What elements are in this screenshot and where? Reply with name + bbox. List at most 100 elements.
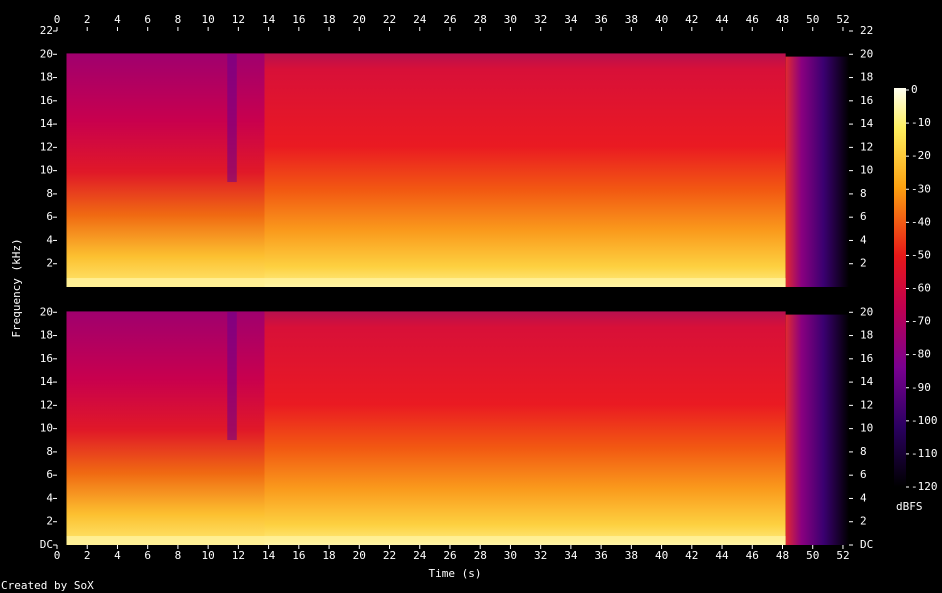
spectrum-tail	[785, 56, 849, 287]
colorbar-label: dBFS	[896, 500, 923, 513]
x-tick-label: 32	[534, 549, 547, 562]
colorbar-tick-label: -30	[911, 182, 931, 195]
x-tick-label: 24	[413, 549, 427, 562]
y-tick-label: 14	[40, 375, 54, 388]
x-tick-label: 50	[806, 549, 819, 562]
x-tick-label: 32	[534, 13, 547, 26]
x-tick-label: 30	[504, 549, 517, 562]
y-tick-label-right: 4	[860, 491, 867, 504]
y-tick-label-right: 20	[860, 47, 873, 60]
x-tick-label: 28	[474, 549, 487, 562]
x-tick-label: 4	[114, 13, 121, 26]
y-tick-label-right: 10	[860, 164, 873, 177]
spectrum-lowband	[66, 278, 786, 287]
x-tick-label: 44	[715, 13, 729, 26]
y-tick-label-right: 18	[860, 329, 873, 342]
x-tick-label: 44	[715, 549, 729, 562]
x-tick-label: 34	[564, 13, 578, 26]
x-tick-label: 40	[655, 549, 668, 562]
y-tick-label-right: 18	[860, 71, 873, 84]
colorbar-tick-label: -100	[911, 414, 938, 427]
x-tick-label: 6	[144, 549, 151, 562]
y-tick-label: 20	[40, 305, 53, 318]
y-tick-label: 8	[46, 445, 53, 458]
x-tick-label: 6	[144, 13, 151, 26]
colorbar-tick-label: -110	[911, 447, 938, 460]
y-tick-label: 18	[40, 71, 53, 84]
y-tick-label-right: 22	[860, 24, 873, 37]
colorbar-tick-label: -20	[911, 149, 931, 162]
x-tick-label: 52	[836, 13, 849, 26]
y-tick-label-right: DC	[860, 538, 873, 551]
y-tick-label: 10	[40, 422, 53, 435]
y-tick-label: 8	[46, 187, 53, 200]
x-tick-label: 16	[292, 13, 305, 26]
x-tick-label: 48	[776, 13, 789, 26]
colorbar-tick-label: -60	[911, 282, 931, 295]
x-tick-label: 0	[54, 13, 61, 26]
x-tick-label: 18	[322, 549, 335, 562]
y-tick-label: 16	[40, 352, 53, 365]
y-tick-label-right: 16	[860, 94, 873, 107]
y-tick-label-right: 6	[860, 210, 867, 223]
x-tick-label: 36	[594, 13, 607, 26]
y-tick-label-right: 2	[860, 257, 867, 270]
spectrum-tail	[785, 314, 849, 545]
x-tick-label: 38	[625, 549, 638, 562]
spectrum-band	[227, 312, 237, 441]
colorbar-tick-label: -40	[911, 215, 931, 228]
x-tick-label: 4	[114, 549, 121, 562]
colorbar-tick-label: -50	[911, 248, 931, 261]
x-tick-label: 42	[685, 549, 698, 562]
colorbar-tick-label: -90	[911, 381, 931, 394]
x-tick-label: 46	[746, 549, 759, 562]
y-tick-label: 14	[40, 117, 54, 130]
credit: Created by SoX	[1, 579, 94, 592]
x-tick-label: 36	[594, 549, 607, 562]
y-tick-label: 16	[40, 94, 53, 107]
y-tick-label-right: 4	[860, 233, 867, 246]
y-tick-label: 10	[40, 164, 53, 177]
x-tick-label: 8	[175, 13, 182, 26]
y-tick-label-right: 12	[860, 398, 873, 411]
x-tick-label: 26	[443, 549, 456, 562]
y-tick-label: 4	[46, 233, 53, 246]
x-tick-label: 10	[202, 549, 215, 562]
y-tick-label: 6	[46, 210, 53, 223]
x-tick-label: 26	[443, 13, 456, 26]
spectrum-lowband	[66, 536, 786, 545]
x-tick-label: 48	[776, 549, 789, 562]
x-tick-label: 8	[175, 549, 182, 562]
x-tick-label: 18	[322, 13, 335, 26]
x-tick-label: 0	[54, 549, 61, 562]
y-tick-label-right: 8	[860, 187, 867, 200]
x-tick-label: 38	[625, 13, 638, 26]
colorbar-tick-label: -70	[911, 315, 931, 328]
x-tick-label: 34	[564, 549, 578, 562]
x-tick-label: 14	[262, 549, 276, 562]
y-tick-label: DC	[40, 538, 53, 551]
spectrogram-panels	[57, 31, 849, 545]
x-tick-label: 10	[202, 13, 215, 26]
x-tick-label: 40	[655, 13, 668, 26]
colorbar-tick-label: -10	[911, 116, 931, 129]
colorbar-tick-label: 0	[911, 83, 918, 96]
y-tick-label-right: 6	[860, 468, 867, 481]
y-tick-label: 22	[40, 24, 53, 37]
y-tick-label: 2	[46, 515, 53, 528]
spectrum-band	[227, 54, 237, 183]
y-axis-title: Frequency (kHz)	[10, 238, 23, 337]
x-tick-label: 50	[806, 13, 819, 26]
x-tick-label: 42	[685, 13, 698, 26]
x-tick-label: 20	[353, 13, 366, 26]
y-tick-label-right: 20	[860, 305, 873, 318]
y-tick-label: 12	[40, 140, 53, 153]
x-axis-title: Time (s)	[429, 567, 482, 580]
y-tick-label: 18	[40, 329, 53, 342]
x-tick-label: 46	[746, 13, 759, 26]
y-tick-label-right: 14	[860, 375, 874, 388]
colorbar-tick-label: -80	[911, 348, 931, 361]
x-tick-label: 30	[504, 13, 517, 26]
y-tick-label-right: 10	[860, 422, 873, 435]
